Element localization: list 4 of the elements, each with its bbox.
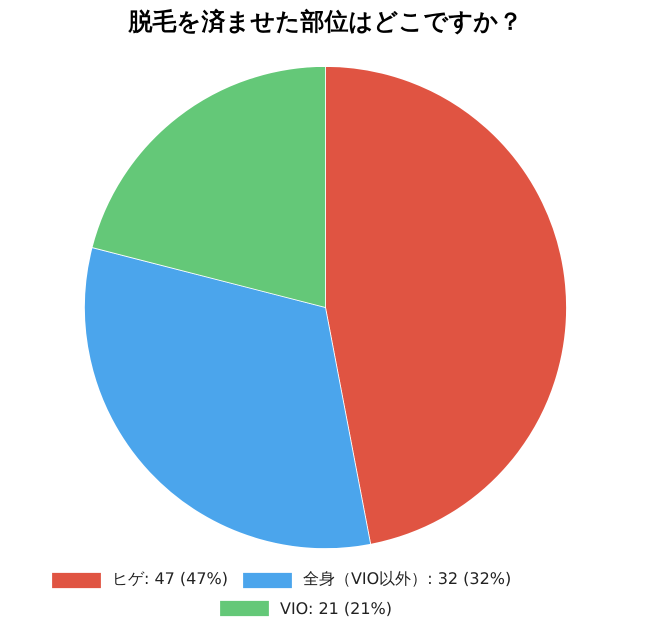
legend-label: 全身（VIO以外）: 32 (32%) [302,569,512,590]
legend-label: VIO: 21 (21%) [280,598,392,618]
legend-label: ヒゲ: 47 (47%) [112,569,228,590]
chart-title: 脱毛を済ませた部位はどこですか？ [128,8,522,36]
